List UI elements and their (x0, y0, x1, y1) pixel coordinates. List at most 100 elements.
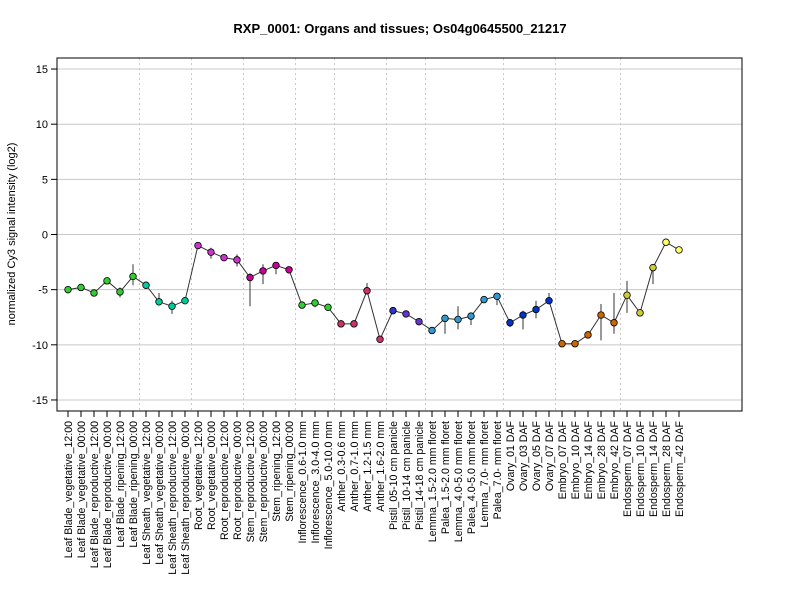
data-point (142, 281, 150, 289)
y-tick-label: 0 (42, 230, 48, 242)
data-point (493, 292, 501, 300)
data-point (675, 246, 683, 254)
y-tick-label: 10 (36, 119, 48, 131)
data-point (402, 310, 410, 318)
y-axis-label: normalized Cy3 signal intensity (log2) (6, 143, 18, 326)
data-point (298, 301, 306, 309)
data-point (285, 266, 293, 274)
data-point (272, 261, 280, 270)
x-tick-label: Endosperm_14 DAF (648, 420, 660, 517)
x-tick-label: Root_reproductive_12:00 (219, 421, 231, 540)
data-point (415, 317, 423, 326)
chart-title: RXP_0001: Organs and tissues; Os04g06455… (233, 21, 566, 36)
x-tick-label: Leaf Sheath_reproductive_12:00 (167, 421, 179, 575)
x-tick-label: Leaf Blade_ripening_12:00 (115, 421, 127, 548)
data-point (454, 315, 462, 324)
x-axis: Leaf Blade_vegetative_12:00 Leaf Blade_ve… (63, 411, 686, 575)
x-tick-label: Root_vegetative_12:00 (193, 421, 205, 530)
data-point (64, 285, 72, 294)
data-point (545, 296, 553, 305)
data-point (90, 289, 98, 297)
x-tick-label: Palea_4.0-5.0 mm floret (466, 421, 478, 534)
x-tick-label: Pistil_05-10 cm panicle (388, 421, 400, 530)
plot-frame (56, 57, 743, 412)
data-point (532, 305, 540, 314)
x-tick-label: Stem_reproductive_00:00 (258, 421, 270, 542)
separator-layer (139, 58, 621, 411)
x-tick-label: Anther_0.7-1.0 mm (349, 421, 361, 512)
data-point (311, 299, 319, 307)
data-point (259, 267, 267, 275)
x-tick-label: Root_vegetative_00:00 (206, 421, 218, 530)
x-tick-label: Leaf Blade_reproductive_12:00 (89, 421, 101, 568)
x-tick-label: Anther_0.3-0.6 mm (336, 421, 348, 512)
x-tick-label: Leaf Blade_ripening_00:00 (128, 421, 140, 548)
x-tick-label: Endosperm_07 DAF (622, 420, 634, 517)
data-point (441, 314, 449, 323)
data-point (558, 340, 566, 348)
x-tick-label: Embryo_14 DAF (583, 420, 595, 499)
x-tick-label: Ovary_07 DAF (544, 420, 556, 491)
x-tick-label: Endosperm_42 DAF (674, 420, 686, 517)
series-layer (64, 238, 683, 348)
data-point (155, 298, 163, 306)
x-tick-label: Embryo_42 DAF (609, 420, 621, 499)
data-point (116, 288, 124, 296)
x-tick-label: Endosperm_10 DAF (635, 420, 647, 517)
x-tick-label: Leaf Blade_reproductive_00:00 (102, 421, 114, 568)
data-point (207, 248, 215, 256)
x-tick-label: Leaf Blade_vegetative_12:00 (63, 421, 75, 558)
series-line (67, 241, 680, 345)
x-tick-label: Inflorescence_3.0-4.0 mm (310, 421, 322, 544)
y-tick-label: -15 (32, 395, 48, 407)
data-point (324, 303, 332, 312)
x-tick-label: Inflorescence_0.6-1.0 mm (297, 421, 309, 544)
data-point (220, 253, 228, 262)
y-tick-label: -10 (32, 340, 48, 352)
data-point (181, 296, 189, 305)
data-point (168, 302, 176, 310)
y-axis: -15 -10 -5 0 5 10 15 (32, 64, 57, 407)
x-tick-label: Palea_7.0- mm floret (492, 421, 504, 519)
x-tick-label: Embryo_28 DAF (596, 420, 608, 499)
x-tick-label: Lemma_1.5-2.0 mm floret (427, 421, 439, 542)
x-tick-label: Leaf Sheath_reproductive_00:00 (180, 421, 192, 575)
x-tick-label: Ovary_03 DAF (518, 420, 530, 491)
data-point (363, 287, 371, 295)
data-point (610, 319, 618, 327)
x-tick-label: Embryo_07 DAF (557, 420, 569, 499)
x-tick-label: Leaf Sheath_vegetative_00:00 (154, 421, 166, 565)
data-point (103, 277, 111, 285)
x-tick-label: Pistil_10-14 cm panicle (401, 421, 413, 530)
data-point (389, 306, 397, 315)
y-tick-label: -5 (38, 285, 48, 297)
x-tick-label: Lemma_7.0- mm floret (479, 421, 491, 528)
data-point (649, 263, 657, 272)
x-tick-label: Stem_ripening_00:00 (284, 421, 296, 522)
x-tick-label: Inflorescence_5.0-10.0 mm (323, 421, 335, 550)
data-point (571, 340, 579, 348)
x-tick-label: Anther_1.6-2.0 mm (375, 421, 387, 512)
x-tick-label: Leaf Sheath_vegetative_12:00 (141, 421, 153, 565)
data-point (77, 283, 85, 292)
data-point (519, 311, 527, 319)
data-point (584, 331, 592, 339)
data-point (376, 335, 384, 343)
x-tick-label: Anther_1.2-1.5 mm (362, 421, 374, 512)
x-tick-label: Stem_ripening_12:00 (271, 421, 283, 522)
x-tick-label: Ovary_01 DAF (505, 420, 517, 491)
x-tick-label: Lemma_4.0-5.0 mm floret (453, 421, 465, 542)
data-point (246, 273, 254, 282)
data-point (467, 312, 475, 320)
data-point (662, 238, 670, 246)
x-tick-label: Ovary_05 DAF (531, 420, 543, 491)
x-tick-label: Root_reproductive_00:00 (232, 421, 244, 540)
data-point (623, 291, 631, 299)
x-tick-label: Stem_reproductive_12:00 (245, 421, 257, 542)
x-tick-label: Pistil_14-18 cm panicle (414, 421, 426, 530)
x-tick-label: Endosperm_28 DAF (661, 420, 673, 517)
data-point (597, 311, 605, 319)
data-point (428, 326, 436, 335)
y-tick-label: 15 (36, 64, 48, 76)
